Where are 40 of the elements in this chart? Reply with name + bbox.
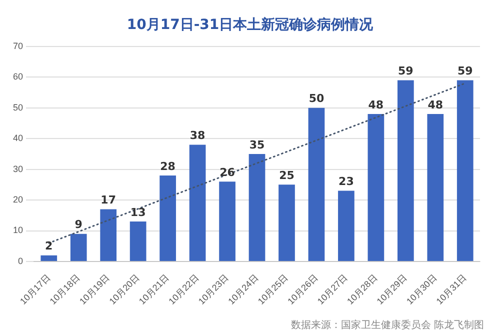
y-tick-label: 50: [12, 102, 24, 112]
chart-title: 10月17日-31日本土新冠确诊病例情况: [126, 16, 374, 34]
bar: [100, 209, 117, 261]
bar: [397, 80, 414, 261]
data-label: 2: [45, 240, 53, 253]
data-label: 23: [338, 175, 354, 188]
y-tick-label: 40: [12, 133, 24, 144]
source-note: 数据来源：国家卫生健康委员会 陈龙飞制图: [290, 318, 484, 332]
data-label: 48: [428, 98, 444, 112]
data-label: 48: [368, 98, 384, 112]
y-tick-label: 10: [12, 225, 24, 236]
bar: [160, 175, 176, 261]
bar: [219, 182, 236, 261]
data-label: 9: [74, 218, 82, 232]
bar: [456, 80, 474, 261]
y-tick-label: 0: [18, 256, 24, 266]
y-tick-label: 60: [12, 72, 24, 82]
bar: [130, 222, 146, 261]
bar: [278, 184, 295, 261]
data-label: 28: [160, 160, 176, 173]
data-label: 25: [279, 169, 294, 182]
y-tick-label: 70: [12, 40, 24, 51]
y-tick-label: 20: [12, 194, 24, 205]
bar: [189, 144, 206, 261]
bar: [368, 114, 384, 261]
y-tick-label: 30: [12, 164, 24, 174]
bar: [70, 234, 87, 261]
bar: [248, 154, 266, 261]
data-label: 59: [457, 64, 473, 78]
data-label: 50: [308, 92, 324, 106]
data-label: 59: [398, 64, 414, 78]
bar: [40, 255, 58, 261]
bar: [308, 108, 325, 261]
data-label: 26: [220, 166, 236, 179]
data-label: 17: [100, 194, 116, 207]
bar: [338, 190, 354, 261]
bar: [427, 114, 444, 261]
data-label: 35: [249, 138, 265, 152]
data-label: 13: [130, 206, 146, 219]
data-label: 38: [190, 129, 206, 142]
